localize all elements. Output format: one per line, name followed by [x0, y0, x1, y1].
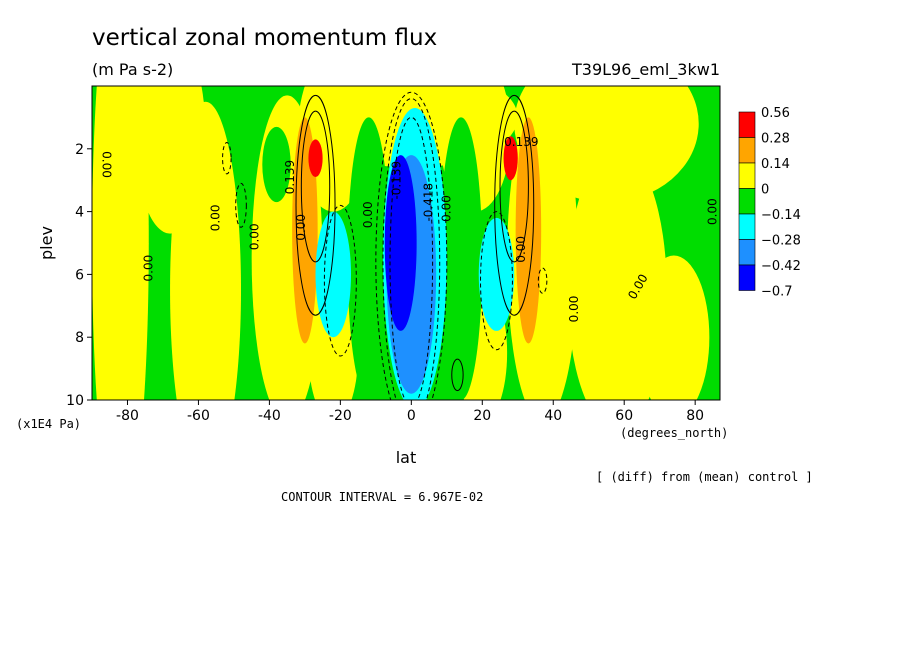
- run-label: T39L96_eml_3kw1: [571, 60, 720, 80]
- legend-label: 0.56: [761, 106, 790, 121]
- contour-label-3: 0.00: [209, 205, 223, 232]
- region-yellow-west: [92, 86, 149, 400]
- contour-label-4: 0.00: [248, 223, 262, 250]
- plot-area: [92, 86, 720, 400]
- region-green-gap-left: [262, 126, 291, 203]
- y-axis-ticks: 2 4 6 8 10: [66, 142, 92, 409]
- diff-note: [ (diff) from (mean) control ]: [596, 470, 813, 484]
- x-tick-label: -80: [116, 408, 139, 424]
- contour-ring-4: [494, 94, 535, 316]
- contour-label-6: 0.00: [294, 214, 308, 241]
- contour-ring-2: [295, 94, 336, 316]
- contour-ring-3: [499, 110, 529, 263]
- x-tick-label: 20: [473, 408, 491, 424]
- contour-ring-8: [382, 98, 441, 400]
- chart-subtitle: (m Pa s-2): [92, 60, 173, 79]
- contour-label-8: -0.139: [390, 161, 404, 200]
- x-tick-label: 60: [615, 408, 633, 424]
- x-tick-label: 80: [686, 408, 704, 424]
- contour-lines: [222, 91, 548, 400]
- contour-label-12: 0.00: [514, 236, 528, 263]
- contour-interval: CONTOUR INTERVAL = 6.967E-02: [281, 490, 483, 504]
- region-orange-right: [515, 117, 542, 344]
- x-tick-label: -20: [329, 408, 352, 424]
- x-axis-units: (degrees_north): [620, 426, 728, 440]
- contour-label-13: 0.00: [567, 296, 581, 323]
- contour-label-5: 0.139: [283, 160, 297, 194]
- y-tick-label: 2: [75, 142, 84, 158]
- contour-label-7: 0.00: [361, 201, 375, 228]
- legend-label: −0.28: [761, 234, 801, 249]
- region-green-center-right: [439, 117, 483, 400]
- legend-swatch: [738, 264, 756, 291]
- chart-title: vertical zonal momentum flux: [92, 25, 437, 51]
- region-yellow-nw: [134, 86, 206, 234]
- legend-label: −0.14: [761, 208, 801, 223]
- y-tick-label: 6: [75, 267, 84, 283]
- region-yellow-far-se: [638, 255, 710, 400]
- plot-frame: [91, 85, 721, 401]
- contour-ring-9: [375, 91, 448, 400]
- contour-label-2: 0.00: [141, 255, 155, 282]
- legend-label: 0.14: [761, 157, 790, 172]
- region-cyan-left: [315, 211, 352, 338]
- region-blue-core: [384, 155, 417, 331]
- region-orange-left: [292, 117, 318, 344]
- region-red-right: [503, 136, 518, 181]
- contour-label-10: 0.00: [439, 195, 453, 222]
- contour-ring-7: [389, 116, 434, 400]
- legend-label: −0.42: [761, 259, 801, 274]
- legend-swatch: [738, 213, 756, 240]
- legend-label: −0.7: [761, 285, 793, 300]
- legend-swatch: [738, 239, 756, 266]
- contour-label-1: 0.00: [100, 151, 114, 178]
- y-tick-label: 10: [66, 393, 84, 409]
- x-tick-label: -40: [258, 408, 281, 424]
- legend-swatch: [738, 111, 756, 138]
- x-axis-ticks: -80 -60 -40 -20 0 20 40 60 80: [116, 400, 704, 424]
- legend-swatch: [738, 162, 756, 189]
- y-axis-units: (x1E4 Pa): [16, 417, 81, 431]
- x-tick-label: 0: [407, 408, 416, 424]
- legend-swatch: [738, 188, 756, 215]
- contour-labels: 0.00 0.00 0.00 0.00 0.139 0.00 0.00 -0.139 -0.41…: [100, 135, 720, 322]
- contour-ring-12: [537, 267, 548, 294]
- region-red-left: [308, 139, 323, 178]
- y-tick-label: 8: [75, 330, 84, 346]
- y-tick-label: 4: [75, 205, 84, 221]
- legend-label: 0: [761, 183, 769, 198]
- x-tick-label: 40: [544, 408, 562, 424]
- legend-swatch: [738, 137, 756, 164]
- y-axis-label: plev: [37, 226, 56, 260]
- contour-label-9: -0.418: [422, 183, 436, 222]
- x-tick-label: -60: [187, 408, 210, 424]
- contour-ring-13: [451, 358, 464, 392]
- color-legend: 0.56 0.28 0.14 0 −0.14 −0.28 −0.42 −0.7: [738, 106, 801, 300]
- contour-ring-11: [222, 142, 232, 175]
- x-axis-label: lat: [396, 448, 417, 467]
- contour-label-15: 0.00: [705, 198, 719, 225]
- contour-ring-6: [480, 211, 513, 351]
- contour-ring-5: [323, 204, 357, 357]
- contour-ring-10: [235, 182, 247, 228]
- region-green-center-left: [347, 117, 391, 400]
- contour-label-11: 0.139: [504, 135, 538, 149]
- legend-label: 0.28: [761, 132, 790, 147]
- contour-ring-1: [300, 110, 331, 263]
